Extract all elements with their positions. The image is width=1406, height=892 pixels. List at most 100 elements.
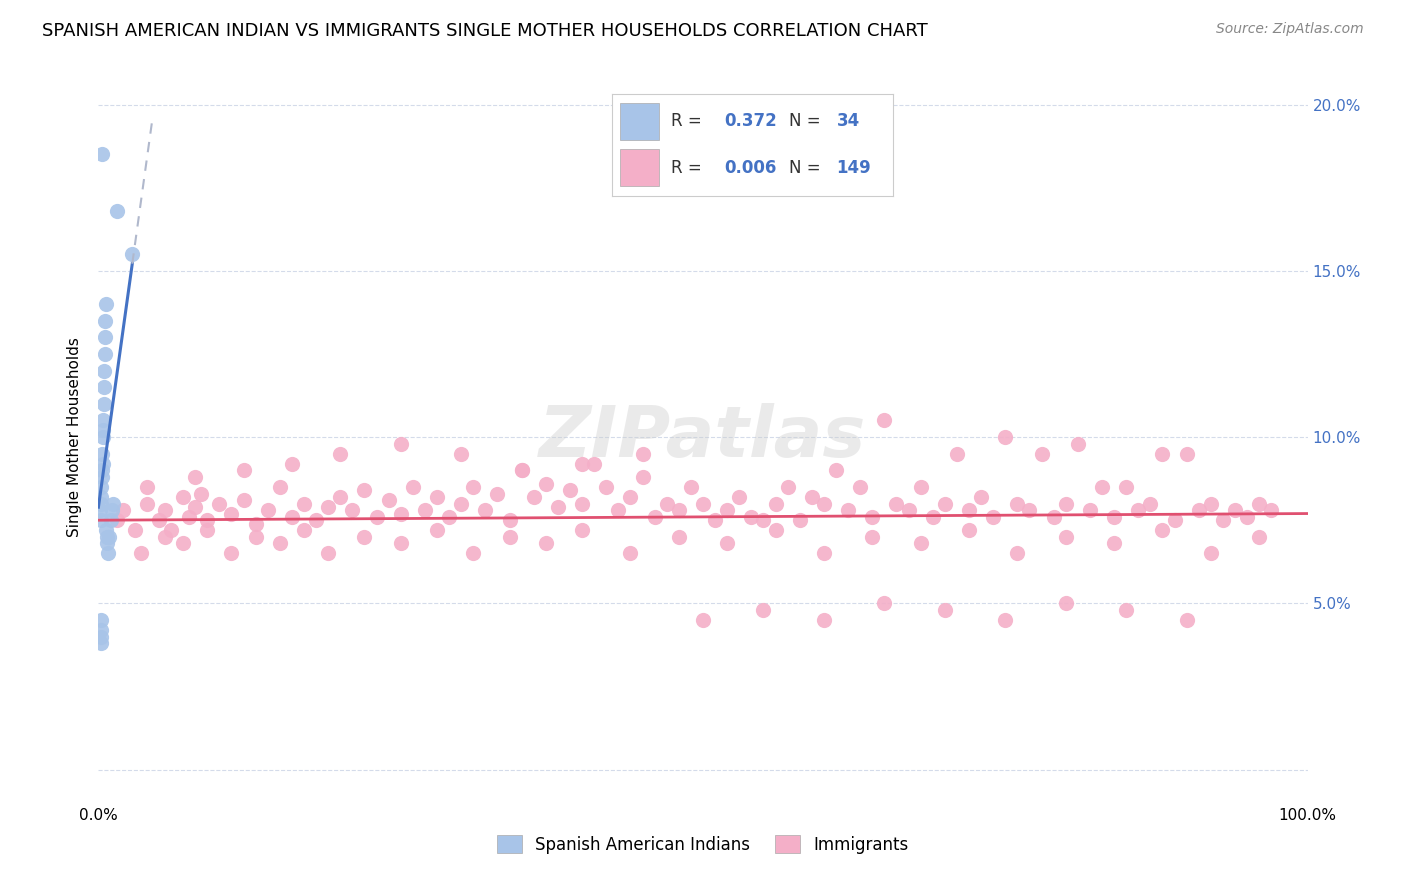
Point [752, 603, 775, 617]
Point [184, 500, 207, 514]
Point [1223, 503, 1246, 517]
Point [221, 546, 243, 560]
Point [1031, 447, 1053, 461]
Text: N =: N = [789, 112, 825, 130]
Legend: Spanish American Indians, Immigrants: Spanish American Indians, Immigrants [491, 829, 915, 860]
Point [377, 493, 399, 508]
Point [135, 480, 157, 494]
Text: N =: N = [789, 159, 825, 177]
Point [129, 546, 152, 560]
Point [1102, 536, 1125, 550]
Point [90, 513, 112, 527]
Point [90, 613, 112, 627]
Point [571, 497, 593, 511]
Point [534, 476, 557, 491]
Point [994, 430, 1017, 444]
Point [426, 490, 449, 504]
Point [91, 430, 114, 444]
Point [910, 480, 932, 494]
Point [245, 530, 267, 544]
Point [860, 509, 883, 524]
Point [450, 447, 472, 461]
Point [93, 347, 115, 361]
Point [886, 497, 908, 511]
Text: ZIPatlas: ZIPatlas [540, 402, 866, 472]
Point [1115, 603, 1137, 617]
Text: 0.006: 0.006 [724, 159, 776, 177]
Point [765, 497, 787, 511]
Point [90, 623, 112, 637]
Point [1018, 503, 1040, 517]
Point [89, 503, 111, 517]
Point [644, 509, 666, 524]
Point [97, 546, 120, 560]
Bar [620, 103, 659, 140]
Point [342, 503, 364, 517]
Point [281, 509, 304, 524]
Point [1249, 530, 1271, 544]
Point [631, 447, 654, 461]
Point [389, 536, 412, 550]
Point [179, 509, 201, 524]
Point [91, 463, 114, 477]
Point [1007, 546, 1029, 560]
Point [825, 463, 848, 477]
Point [1260, 503, 1282, 517]
Point [90, 470, 112, 484]
Point [655, 497, 678, 511]
Point [135, 497, 157, 511]
Point [353, 483, 375, 498]
Point [96, 536, 118, 550]
Point [1175, 447, 1198, 461]
Point [547, 500, 569, 514]
Point [316, 500, 339, 514]
Point [1152, 447, 1174, 461]
Point [221, 507, 243, 521]
Point [1199, 546, 1222, 560]
Point [90, 636, 112, 650]
Point [437, 509, 460, 524]
Point [366, 509, 388, 524]
Point [692, 613, 714, 627]
Point [105, 204, 128, 219]
Point [1249, 497, 1271, 511]
Point [1139, 497, 1161, 511]
Point [595, 480, 617, 494]
Point [740, 509, 762, 524]
Point [121, 247, 143, 261]
Point [172, 536, 194, 550]
Point [232, 493, 254, 508]
Point [1042, 509, 1064, 524]
Point [1175, 613, 1198, 627]
Point [184, 470, 207, 484]
Point [329, 490, 352, 504]
Point [305, 513, 328, 527]
Point [523, 490, 546, 504]
Point [94, 297, 117, 311]
Point [1054, 596, 1077, 610]
Point [195, 523, 218, 537]
Point [402, 480, 425, 494]
Point [153, 530, 176, 544]
Point [813, 546, 835, 560]
Text: Source: ZipAtlas.com: Source: ZipAtlas.com [1216, 22, 1364, 37]
Point [208, 497, 231, 511]
Point [776, 480, 799, 494]
Point [94, 314, 117, 328]
Point [389, 507, 412, 521]
Point [897, 503, 920, 517]
Point [98, 530, 121, 544]
Point [353, 530, 375, 544]
Point [90, 497, 112, 511]
Point [389, 436, 412, 450]
Point [96, 530, 118, 544]
Point [498, 513, 520, 527]
Point [463, 480, 485, 494]
Point [716, 536, 738, 550]
Point [93, 397, 115, 411]
Point [160, 523, 183, 537]
Point [813, 613, 835, 627]
Point [994, 613, 1017, 627]
Text: SPANISH AMERICAN INDIAN VS IMMIGRANTS SINGLE MOTHER HOUSEHOLDS CORRELATION CHART: SPANISH AMERICAN INDIAN VS IMMIGRANTS SI… [42, 22, 928, 40]
Point [426, 523, 449, 537]
